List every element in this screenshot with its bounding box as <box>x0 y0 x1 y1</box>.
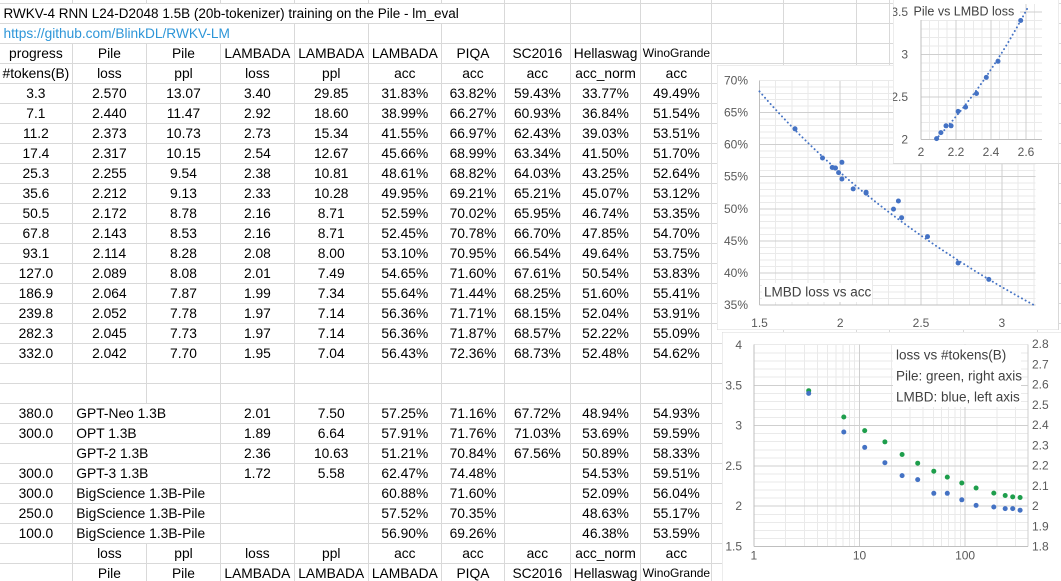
svg-text:2.2: 2.2 <box>1032 458 1049 472</box>
svg-text:2: 2 <box>735 499 742 513</box>
svg-text:2: 2 <box>917 145 924 159</box>
svg-text:50%: 50% <box>724 202 748 216</box>
svg-text:70%: 70% <box>724 74 748 88</box>
svg-text:2.4: 2.4 <box>982 145 999 159</box>
svg-text:3: 3 <box>901 48 908 62</box>
svg-text:2.4: 2.4 <box>1032 418 1049 432</box>
svg-text:65%: 65% <box>724 106 748 120</box>
svg-text:40%: 40% <box>724 266 748 280</box>
svg-text:1.8: 1.8 <box>1032 539 1049 553</box>
svg-text:45%: 45% <box>724 234 748 248</box>
svg-text:2.5: 2.5 <box>1032 397 1049 411</box>
svg-text:3.5: 3.5 <box>893 5 908 19</box>
svg-text:2.5: 2.5 <box>893 90 908 104</box>
svg-text:55%: 55% <box>724 170 748 184</box>
svg-text:2.1: 2.1 <box>1032 478 1049 492</box>
svg-text:2.7: 2.7 <box>1032 357 1049 371</box>
svg-text:35%: 35% <box>724 298 748 312</box>
svg-text:60%: 60% <box>724 138 748 152</box>
svg-text:2.8: 2.8 <box>1032 337 1049 351</box>
svg-text:2: 2 <box>901 132 908 146</box>
svg-text:3: 3 <box>735 418 742 432</box>
svg-text:2.3: 2.3 <box>1032 438 1049 452</box>
svg-text:2: 2 <box>837 316 844 330</box>
svg-text:2.5: 2.5 <box>725 458 742 472</box>
svg-text:2.5: 2.5 <box>913 316 930 330</box>
svg-text:1.5: 1.5 <box>725 539 742 553</box>
svg-text:4: 4 <box>735 338 742 352</box>
svg-text:2.6: 2.6 <box>1032 377 1049 391</box>
svg-text:loss vs #tokens(B): loss vs #tokens(B) <box>896 347 1006 362</box>
svg-text:1.5: 1.5 <box>751 316 768 330</box>
svg-text:1.9: 1.9 <box>1032 519 1049 533</box>
svg-text:LMBD loss vs acc: LMBD loss vs acc <box>764 285 872 300</box>
svg-text:2.6: 2.6 <box>1017 145 1034 159</box>
svg-text:LMBD: blue, left axis: LMBD: blue, left axis <box>896 389 1020 404</box>
svg-text:Pile: green, right axis: Pile: green, right axis <box>896 368 1022 383</box>
svg-text:2: 2 <box>1032 499 1039 513</box>
svg-text:10: 10 <box>853 548 867 562</box>
svg-text:1: 1 <box>751 548 758 562</box>
svg-text:2.2: 2.2 <box>947 145 964 159</box>
svg-text:100: 100 <box>955 548 975 562</box>
svg-text:Pile vs LMBD loss: Pile vs LMBD loss <box>913 5 1014 19</box>
svg-text:3.5: 3.5 <box>725 378 742 392</box>
svg-text:3: 3 <box>998 316 1005 330</box>
